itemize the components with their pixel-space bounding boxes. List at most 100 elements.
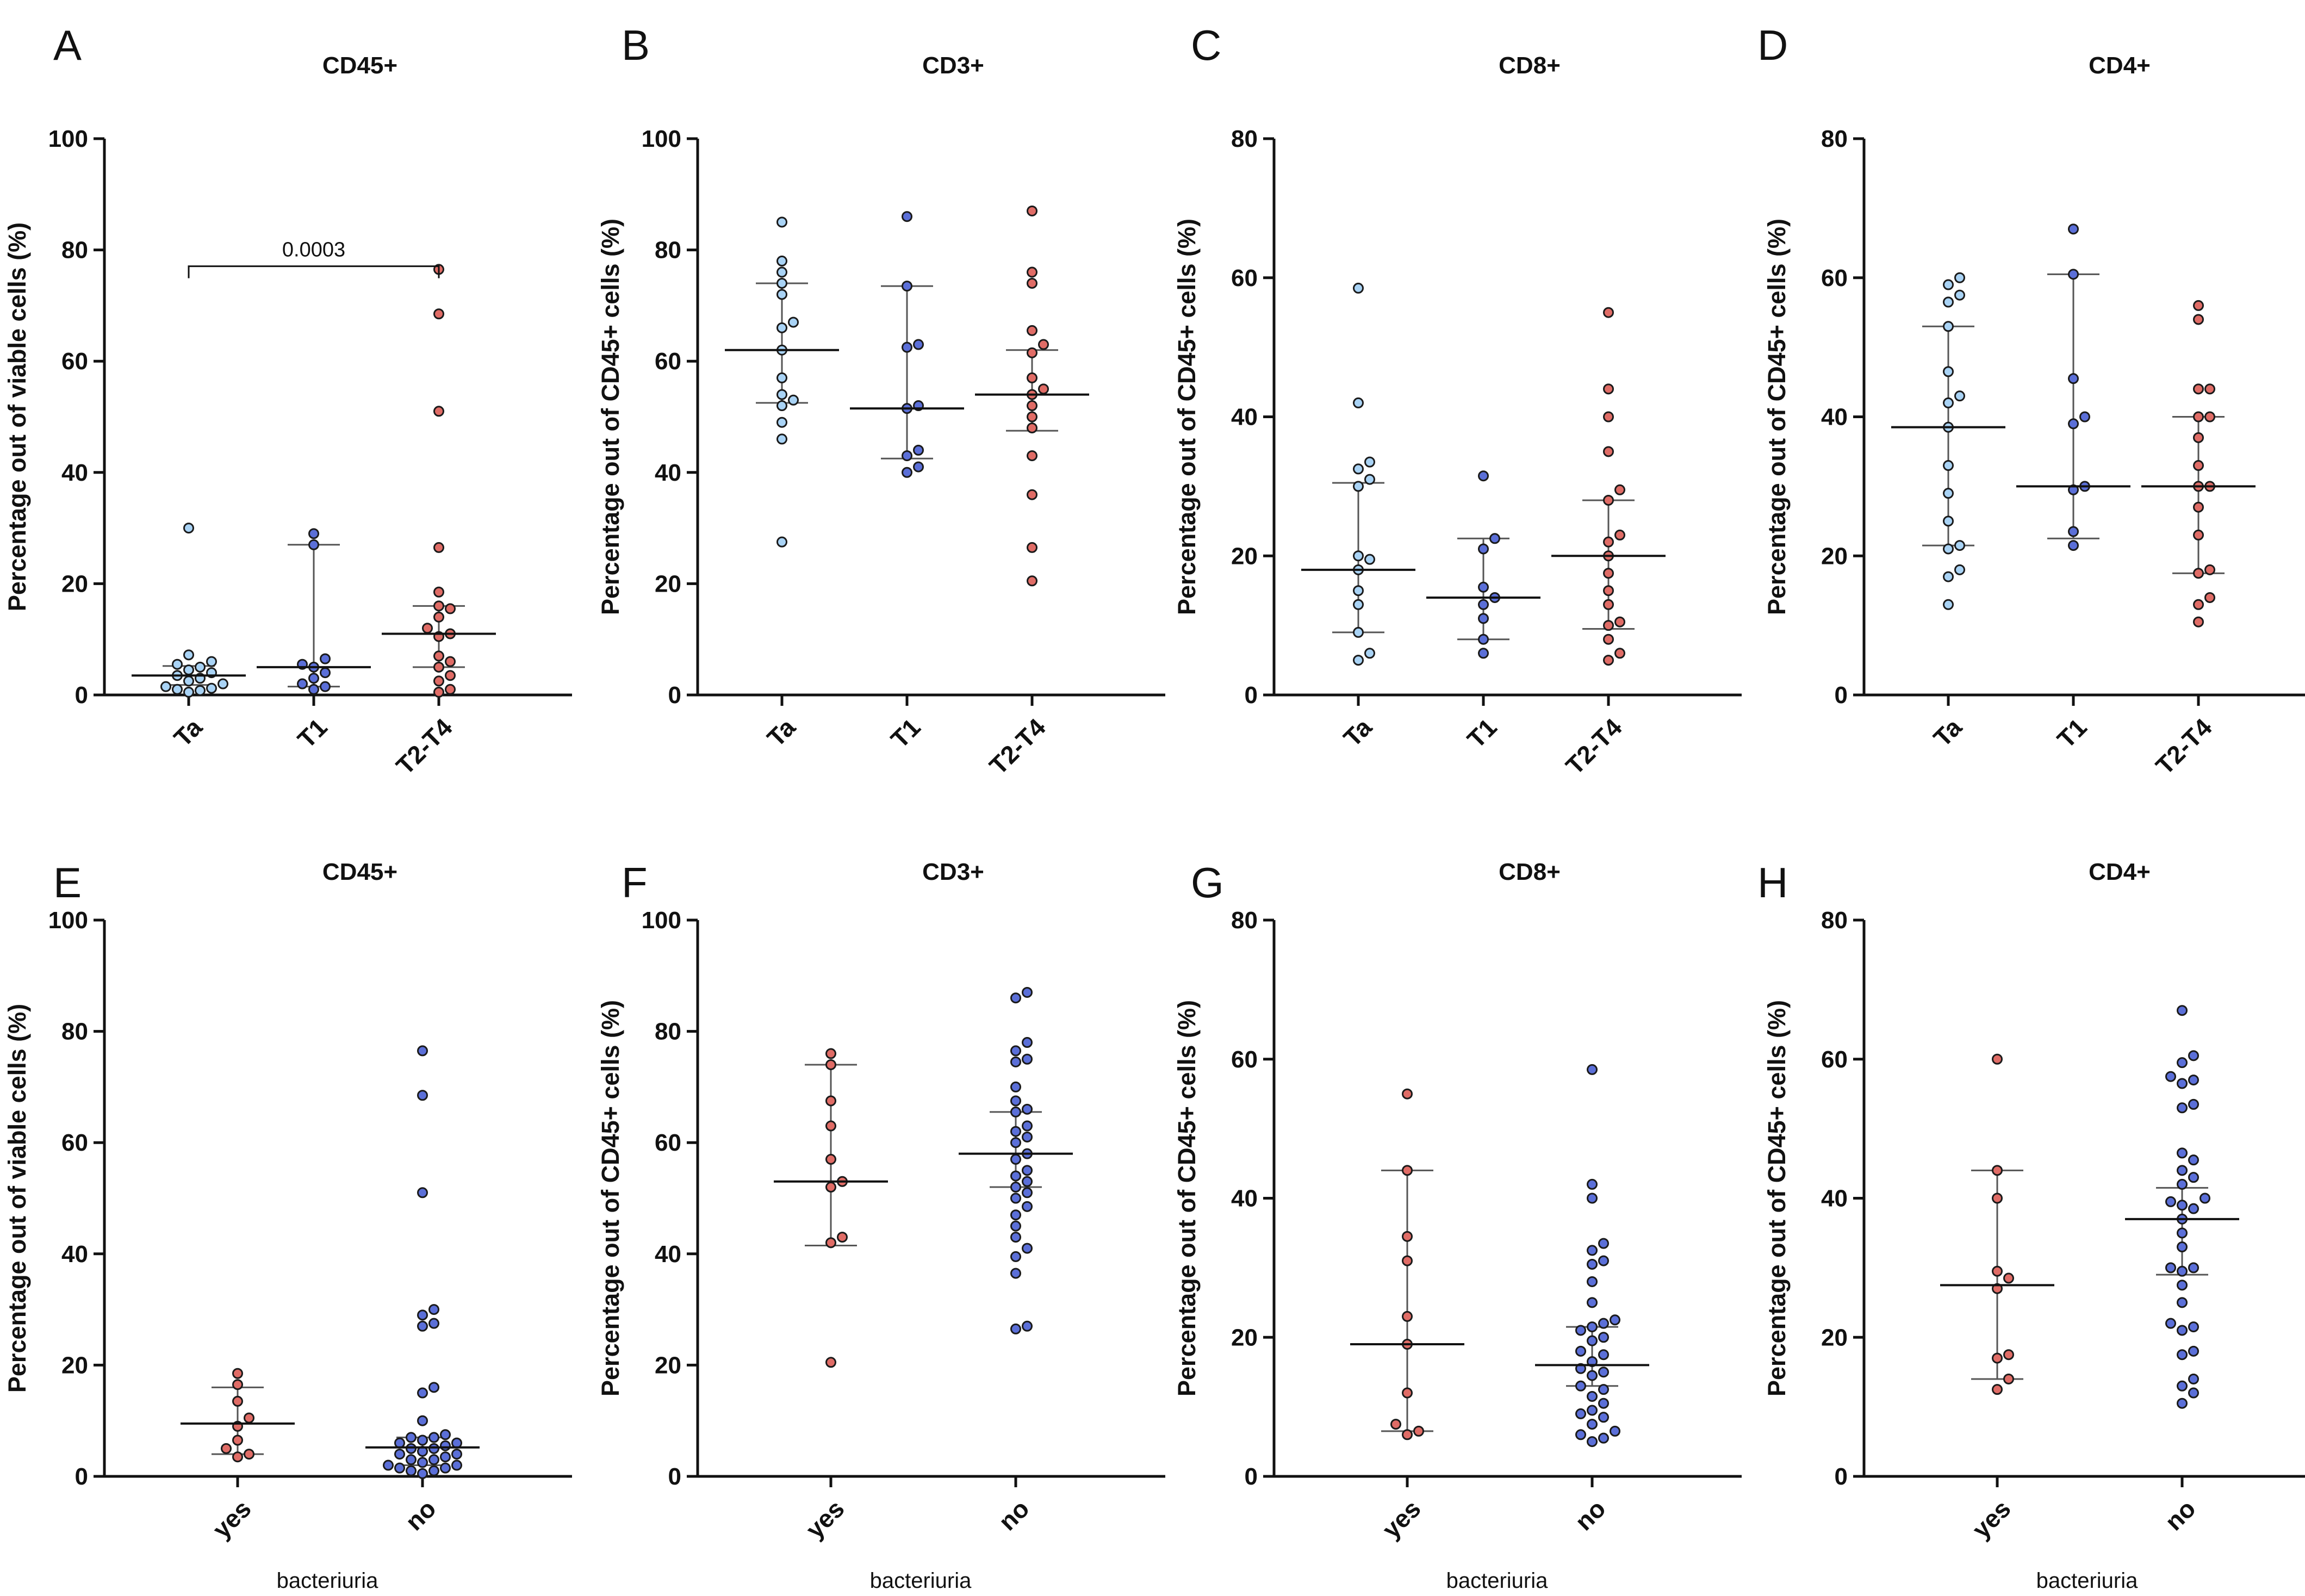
y-tick-label: 60 — [61, 348, 88, 375]
data-point — [1364, 456, 1375, 468]
x-tick-label: Ta — [1928, 713, 1967, 753]
y-tick-label: 80 — [1231, 126, 1258, 152]
panel-title: CD4+ — [2089, 859, 2151, 885]
data-point — [2193, 568, 2204, 579]
data-point — [2188, 1075, 2199, 1086]
data-point — [1010, 1153, 1021, 1165]
data-point — [902, 467, 912, 478]
data-point — [1010, 1323, 1021, 1334]
data-point — [2177, 1057, 2188, 1069]
data-point — [2177, 1297, 2188, 1308]
panel-title: CD3+ — [922, 859, 984, 885]
data-point — [2200, 1193, 2210, 1204]
series-yes — [1350, 1088, 1464, 1440]
series-no — [2125, 1005, 2239, 1409]
data-point — [1022, 1103, 1033, 1115]
data-point — [2193, 599, 2204, 610]
data-point — [1390, 1419, 1401, 1430]
series-t1 — [1426, 470, 1540, 659]
data-point — [1022, 1187, 1033, 1198]
data-point — [2177, 1325, 2188, 1336]
data-point — [428, 1465, 439, 1476]
series-t1 — [257, 528, 371, 695]
data-point — [428, 1304, 439, 1315]
data-point — [1575, 1408, 1586, 1419]
data-point — [1402, 1165, 1413, 1176]
data-point — [1614, 616, 1625, 628]
data-point — [1603, 655, 1614, 666]
x-tick-label: no — [2159, 1494, 2201, 1536]
data-point — [1010, 1056, 1021, 1067]
data-point — [1402, 1429, 1413, 1440]
data-point — [1010, 1220, 1021, 1232]
data-point — [2003, 1373, 2014, 1384]
data-point — [1010, 1137, 1021, 1148]
y-tick-label: 60 — [1231, 265, 1258, 291]
y-axis-label: Percentage out of viable cells (%) — [3, 1004, 31, 1393]
data-point — [902, 211, 912, 222]
data-point — [1954, 272, 1965, 283]
data-point — [308, 684, 319, 695]
x-axis-label: bacteriuria — [2036, 1569, 2139, 1593]
data-point — [776, 256, 787, 267]
data-point — [1364, 474, 1375, 485]
data-point — [1010, 1193, 1021, 1204]
data-point — [1478, 470, 1489, 482]
x-tick-label: T2-T4 — [390, 713, 458, 780]
data-point — [776, 433, 787, 445]
data-point — [2204, 592, 2215, 603]
data-point — [2204, 564, 2215, 575]
data-point — [1992, 1053, 2003, 1065]
y-axis-label: Percentage out of CD45+ cells (%) — [1763, 1000, 1791, 1396]
data-point — [2204, 383, 2215, 395]
data-point — [2188, 1098, 2199, 1110]
data-point — [1027, 277, 1037, 289]
series-ta — [1891, 272, 2005, 610]
data-point — [1603, 536, 1614, 548]
data-point — [1598, 1398, 1609, 1409]
x-tick-label: Ta — [168, 713, 208, 753]
x-tick-label: T1 — [885, 713, 926, 754]
data-point — [1353, 585, 1364, 597]
data-point — [2188, 1321, 2199, 1333]
data-point — [1598, 1412, 1609, 1423]
data-point — [2177, 1265, 2188, 1277]
data-point — [1353, 550, 1364, 562]
data-point — [308, 673, 319, 684]
panel-title: CD8+ — [1499, 52, 1561, 79]
data-point — [1587, 1419, 1598, 1430]
data-point — [1598, 1332, 1609, 1343]
data-point — [1598, 1384, 1609, 1395]
data-point — [417, 1434, 428, 1446]
data-point — [2204, 411, 2215, 423]
data-point — [1610, 1314, 1620, 1326]
y-axis-label: Percentage out of CD45+ cells (%) — [597, 219, 624, 615]
data-point — [1027, 411, 1037, 423]
data-point — [417, 1387, 428, 1399]
panel-letter: G — [1191, 859, 1224, 906]
data-point — [1587, 1321, 1598, 1333]
data-point — [776, 400, 787, 412]
data-point — [1614, 648, 1625, 659]
y-tick-label: 0 — [75, 682, 88, 709]
data-point — [2177, 1380, 2188, 1392]
data-point — [1598, 1349, 1609, 1361]
data-point — [913, 444, 924, 456]
data-point — [776, 417, 787, 428]
data-point — [2068, 526, 2079, 537]
data-point — [825, 1059, 836, 1070]
x-tick-label: no — [993, 1494, 1035, 1536]
data-point — [394, 1449, 405, 1460]
data-point — [913, 339, 924, 350]
data-point — [2193, 432, 2204, 443]
y-tick-label: 40 — [1821, 404, 1848, 431]
data-point — [172, 684, 183, 695]
data-point — [2177, 1280, 2188, 1291]
data-point — [428, 1443, 439, 1454]
data-point — [2068, 418, 2079, 430]
data-point — [776, 536, 787, 548]
data-point — [195, 685, 206, 696]
x-tick-label: T2-T4 — [984, 713, 1051, 780]
data-point — [1010, 1251, 1021, 1262]
data-point — [1402, 1231, 1413, 1242]
